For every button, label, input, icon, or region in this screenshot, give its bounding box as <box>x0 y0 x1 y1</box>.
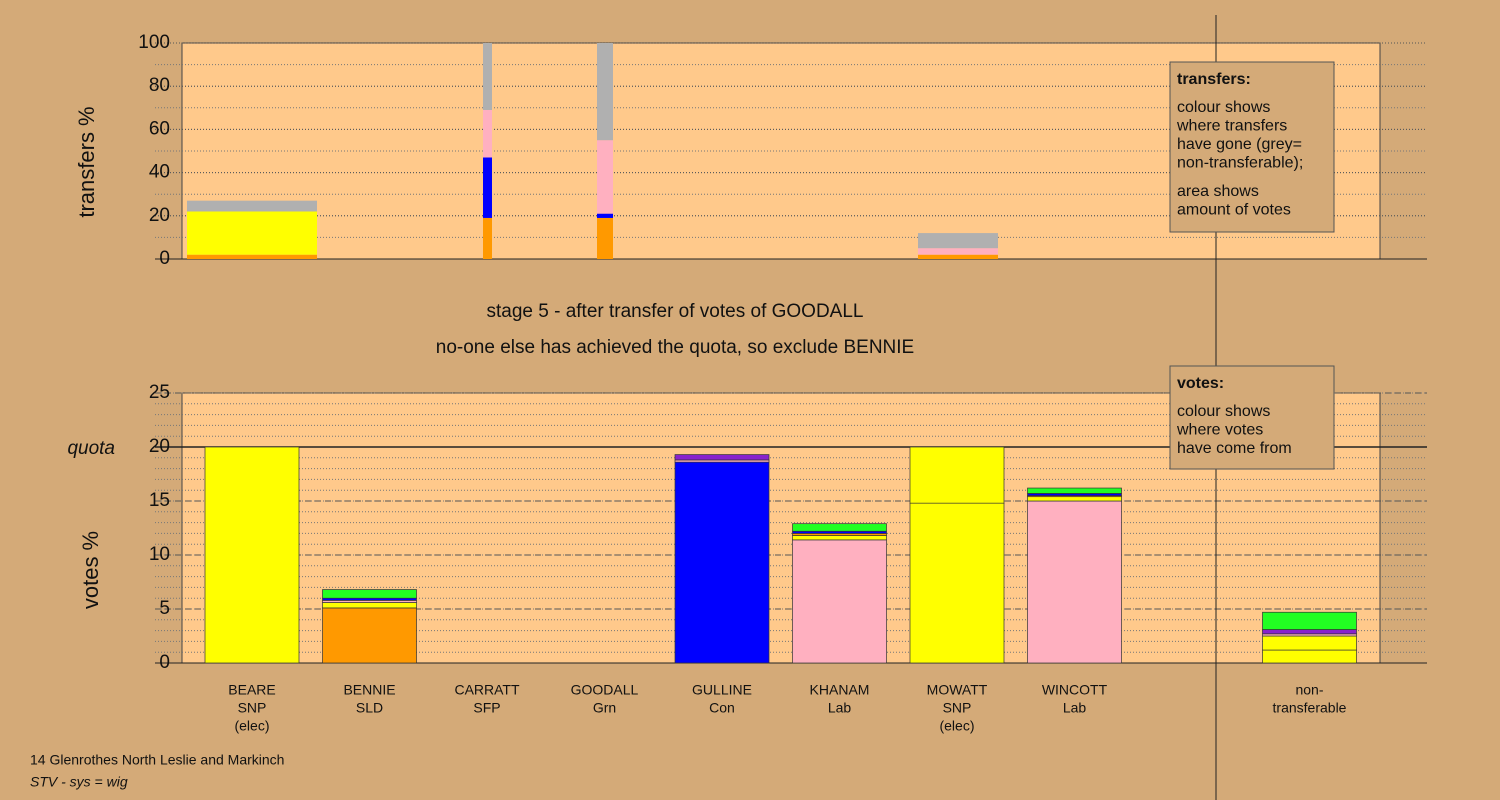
bar-segment <box>187 211 317 255</box>
y-tick-label: 60 <box>149 118 170 139</box>
bar-segment <box>1262 635 1357 651</box>
bar-segment <box>322 607 417 664</box>
y-tick-label: 80 <box>149 75 170 96</box>
footer: STV - sys = wig <box>30 774 128 790</box>
x-tick-label: SNP <box>943 700 972 716</box>
bar-segment <box>483 157 492 218</box>
bar-segment <box>597 213 613 218</box>
x-tick-label: Lab <box>828 700 852 716</box>
footer: 14 Glenrothes North Leslie and Markinch <box>30 752 284 768</box>
note-line: colour shows <box>1177 99 1270 116</box>
y-tick-label: 0 <box>159 652 170 673</box>
y-tick-label: 15 <box>149 490 170 511</box>
x-tick-label: Con <box>709 700 735 716</box>
bar-segment <box>909 446 1005 504</box>
bar-segment <box>1262 649 1357 664</box>
y-axis-title: transfers % <box>74 106 99 217</box>
bar-segment <box>909 502 1005 664</box>
bar-segment <box>674 454 770 461</box>
x-tick-label: BEARE <box>228 682 275 698</box>
note-title: votes: <box>1177 375 1224 392</box>
note-line: colour shows <box>1177 403 1270 420</box>
bar-segment <box>597 217 613 259</box>
y-tick-label: 20 <box>149 205 170 226</box>
stage-title: stage 5 - after transfer of votes of GOO… <box>486 301 863 322</box>
note-line: area shows <box>1177 183 1259 200</box>
bar-segment <box>792 523 887 532</box>
x-tick-label: non- <box>1295 682 1323 698</box>
x-tick-label: Lab <box>1063 700 1087 716</box>
y-tick-label: 10 <box>149 544 170 565</box>
note-box <box>1169 365 1335 470</box>
x-tick-label: (elec) <box>234 718 269 734</box>
bar-segment <box>674 461 770 664</box>
y-tick-label: 20 <box>149 436 170 457</box>
y-tick-label: 100 <box>138 32 170 53</box>
x-tick-label: SNP <box>238 700 267 716</box>
note-line: non-transferable); <box>1177 155 1303 172</box>
bar-segment <box>1262 611 1357 630</box>
y-tick-label: 5 <box>159 598 170 619</box>
bar-segment <box>187 200 317 212</box>
note-line: amount of votes <box>1177 202 1291 219</box>
bar-segment <box>483 217 492 259</box>
stage-subtitle: no-one else has achieved the quota, so e… <box>436 337 914 358</box>
x-tick-label: (elec) <box>939 718 974 734</box>
x-tick-label: Grn <box>593 700 616 716</box>
bar-segment <box>187 254 317 259</box>
note-box <box>1169 61 1335 233</box>
bar-segment <box>1027 496 1122 502</box>
x-tick-label: SFP <box>473 700 500 716</box>
x-tick-label: KHANAM <box>810 682 870 698</box>
x-tick-label: GULLINE <box>692 682 752 698</box>
y-axis-title: votes % <box>78 531 103 609</box>
note-line: have gone (grey= <box>1177 136 1302 153</box>
bar-segment <box>322 602 417 609</box>
bar-segment <box>322 589 417 599</box>
note-line: have come from <box>1177 440 1292 457</box>
x-tick-label: WINCOTT <box>1042 682 1108 698</box>
bar-segment <box>792 535 887 541</box>
bar-segment <box>792 539 887 664</box>
bar-segment <box>1027 500 1122 664</box>
x-tick-label: GOODALL <box>571 682 639 698</box>
bar-segment <box>918 254 998 259</box>
bar-segment <box>1027 487 1122 494</box>
bar-segment <box>1262 629 1357 635</box>
bar-segment <box>918 248 998 255</box>
bar-segment <box>597 43 613 141</box>
y-tick-label: 0 <box>159 248 170 269</box>
quota-label: quota <box>67 438 115 459</box>
note-line: where votes <box>1176 422 1263 439</box>
bar-segment <box>597 140 613 214</box>
x-tick-label: MOWATT <box>927 682 988 698</box>
note-line: where transfers <box>1176 118 1287 135</box>
x-tick-label: CARRATT <box>454 682 520 698</box>
y-tick-label: 25 <box>149 382 170 403</box>
bar-segment <box>204 446 300 664</box>
bar-segment <box>918 233 998 249</box>
y-tick-label: 40 <box>149 162 170 183</box>
x-tick-label: BENNIE <box>343 682 395 698</box>
bar-segment <box>483 109 492 158</box>
note-title: transfers: <box>1177 71 1251 88</box>
x-tick-label: transferable <box>1273 700 1347 716</box>
bar-segment <box>483 43 492 110</box>
x-tick-label: SLD <box>356 700 383 716</box>
